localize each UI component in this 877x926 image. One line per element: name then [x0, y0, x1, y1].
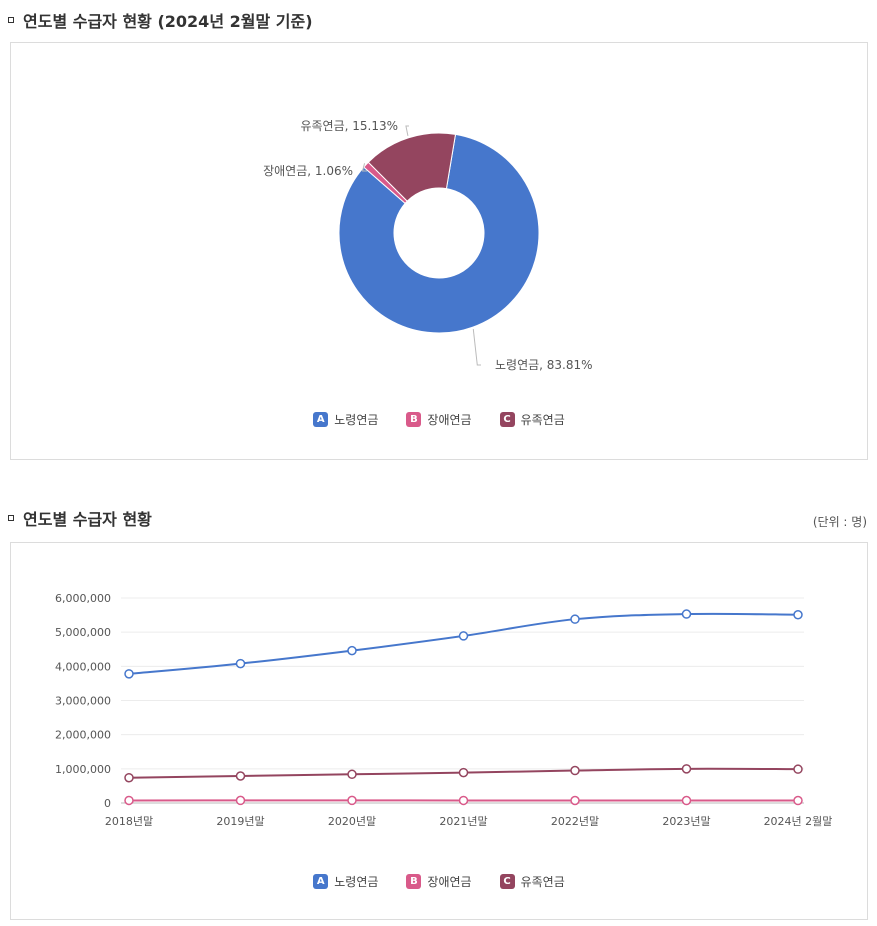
legend-badge-a: A	[313, 874, 329, 889]
data-point[interactable]	[124, 795, 134, 806]
pie-leader-line	[361, 163, 367, 172]
data-point[interactable]	[793, 795, 803, 806]
legend-item-old-age[interactable]: A 노령연금	[313, 411, 378, 428]
pie-slice-2[interactable]	[367, 132, 457, 202]
legend-label: 노령연금	[334, 875, 379, 889]
pie-slice-label: 노령연금, 83.81%	[495, 358, 593, 372]
legend-label: 유족연금	[520, 875, 565, 889]
data-point[interactable]	[124, 669, 134, 679]
legend-item-old-age[interactable]: A 노령연금	[313, 873, 378, 890]
pie-leader-line	[472, 329, 481, 366]
data-point[interactable]	[458, 795, 469, 806]
data-point[interactable]	[235, 658, 246, 669]
y-tick-label: 4,000,000	[55, 660, 111, 673]
x-tick-label: 2022년말	[551, 815, 599, 828]
data-point[interactable]	[681, 795, 692, 806]
y-tick-label: 6,000,000	[55, 592, 111, 605]
pie-chart-panel: 노령연금, 83.81% 장애연금, 1.06% 유족연금, 15.13% A 노령…	[10, 42, 868, 460]
pie-leader-line	[405, 125, 409, 136]
y-tick-label: 3,000,000	[55, 695, 111, 708]
pie-slice-0[interactable]	[338, 133, 540, 334]
legend-badge-b: B	[406, 874, 422, 889]
data-point[interactable]	[570, 795, 580, 806]
bullet-icon	[8, 515, 14, 521]
data-point[interactable]	[793, 764, 803, 774]
legend-badge-b: B	[406, 412, 422, 427]
x-tick-label: 2021년말	[439, 815, 487, 828]
data-point[interactable]	[681, 764, 692, 774]
section-title-line: 연도별 수급자 현황	[8, 506, 152, 530]
legend-label: 장애연금	[427, 413, 472, 427]
x-tick-label: 2019년말	[216, 815, 264, 828]
legend-label: 유족연금	[520, 413, 565, 427]
section-title-pie: 연도별 수급자 현황 (2024년 2월말 기준)	[8, 8, 313, 32]
line-section-title: 연도별 수급자 현황	[23, 510, 152, 529]
pie-slice-label: 유족연금, 15.13%	[300, 119, 398, 133]
pie-legend: A 노령연금 B 장애연금 C 유족연금	[11, 411, 867, 428]
x-tick-label: 2023년말	[662, 815, 710, 828]
pie-section-title: 연도별 수급자 현황 (2024년 2월말 기준)	[23, 12, 313, 31]
x-tick-label: 2024년 2월말	[764, 815, 833, 828]
x-tick-label: 2020년말	[328, 815, 376, 828]
series-line-0	[128, 612, 799, 675]
y-tick-label: 0	[104, 797, 111, 810]
data-point[interactable]	[235, 795, 246, 806]
data-point[interactable]	[347, 795, 357, 806]
data-point[interactable]	[347, 645, 357, 656]
legend-item-survivor[interactable]: C 유족연금	[499, 873, 565, 890]
data-point[interactable]	[570, 765, 580, 776]
data-point[interactable]	[347, 769, 357, 780]
data-point[interactable]	[235, 771, 246, 781]
x-tick-label: 2018년말	[105, 815, 153, 828]
data-point[interactable]	[458, 767, 469, 778]
data-point[interactable]	[458, 631, 469, 641]
y-tick-label: 1,000,000	[55, 763, 111, 776]
data-point[interactable]	[793, 609, 803, 620]
line-chart: 0 1,000,000 2,000,000 3,000,000 4,000,000 5,0…	[55, 592, 833, 828]
legend-badge-c: C	[499, 412, 515, 427]
data-point[interactable]	[124, 772, 134, 783]
pie-slice-label: 장애연금, 1.06%	[263, 164, 353, 178]
legend-label: 장애연금	[427, 875, 472, 889]
line-chart-panel: 0 1,000,000 2,000,000 3,000,000 4,000,000 5,0…	[10, 542, 868, 920]
legend-item-survivor[interactable]: C 유족연금	[499, 411, 565, 428]
legend-item-disability[interactable]: B 장애연금	[406, 411, 472, 428]
legend-label: 노령연금	[334, 413, 379, 427]
y-tick-label: 5,000,000	[55, 626, 111, 639]
legend-item-disability[interactable]: B 장애연금	[406, 873, 472, 890]
line-legend: A 노령연금 B 장애연금 C 유족연금	[11, 873, 867, 890]
data-point[interactable]	[570, 614, 580, 624]
y-tick-label: 2,000,000	[55, 729, 111, 742]
donut-chart: 노령연금, 83.81% 장애연금, 1.06% 유족연금, 15.13%	[263, 119, 593, 372]
data-point[interactable]	[681, 609, 692, 619]
bullet-icon	[8, 17, 14, 23]
unit-label: (단위 : 명)	[812, 515, 867, 529]
legend-badge-a: A	[313, 412, 329, 427]
legend-badge-c: C	[499, 874, 515, 889]
